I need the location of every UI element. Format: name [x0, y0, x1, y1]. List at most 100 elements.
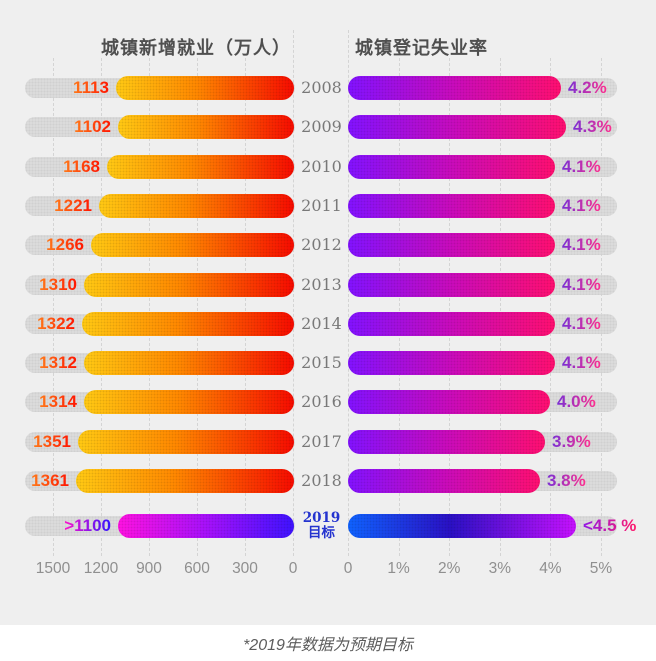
employment-bar: [84, 272, 294, 297]
year-label-line1: 2019: [302, 510, 341, 526]
employment-value: 1351: [33, 431, 71, 451]
left-axis-tick: 1200: [83, 560, 119, 577]
unemployment-track: 4.1%: [348, 272, 617, 297]
unemployment-bar: [348, 351, 555, 376]
gridline-right: [398, 58, 400, 556]
year-label: 2017: [301, 431, 342, 451]
employment-bar: [118, 115, 294, 140]
employment-track: 1314: [25, 390, 295, 415]
chart-area: 城镇新增就业（万人） 城镇登记失业率 1113 2008 4.2% 1102 2009 4…: [0, 0, 656, 625]
unemployment-bar: [348, 115, 566, 140]
unemployment-value: 4.0%: [557, 392, 596, 412]
employment-bar: [84, 351, 294, 376]
gridline-right: [601, 58, 602, 556]
employment-track: 1102: [25, 115, 295, 140]
employment-track: 1221: [25, 193, 295, 218]
left-axis-tick: 900: [136, 560, 162, 577]
unemployment-track: 4.2%: [348, 76, 617, 100]
unemployment-track: 4.1%: [348, 311, 617, 336]
year-label-line2: 目标: [308, 525, 335, 541]
gridline-right: [449, 58, 451, 556]
unemployment-bar: [348, 514, 576, 538]
year-label: 2010: [301, 156, 342, 176]
right-axis-tick: 5%: [589, 560, 613, 577]
left-axis-tick: 300: [232, 560, 258, 577]
unemployment-value: 3.9%: [552, 431, 591, 451]
left-axis-tick: 0: [288, 560, 298, 577]
employment-track: 1168: [25, 154, 295, 179]
gridline-left: [53, 58, 54, 556]
unemployment-bar: [348, 233, 555, 258]
unemployment-track: 4.1%: [348, 233, 617, 258]
unemployment-value: 4.1%: [562, 235, 601, 255]
unemployment-track: 4.1%: [348, 351, 617, 376]
employment-value: 1310: [39, 274, 77, 294]
left-axis-tick: 600: [184, 560, 210, 577]
unemployment-bar: [348, 390, 550, 415]
gridline-left: [245, 58, 246, 556]
employment-value: 1113: [73, 78, 109, 97]
employment-value: 1312: [39, 353, 77, 373]
year-label: 2009: [301, 117, 342, 137]
employment-bar: [91, 233, 294, 258]
unemployment-track: <4.5 %: [348, 514, 636, 538]
gridline-left: [101, 58, 102, 556]
year-label: 2008: [301, 78, 342, 97]
unemployment-bar: [348, 429, 545, 454]
employment-value: 1221: [54, 195, 92, 215]
unemployment-value: 4.2%: [568, 78, 607, 97]
right-axis-tick: 3%: [488, 560, 511, 577]
employment-bar: [118, 514, 294, 538]
unemployment-value: 4.1%: [562, 195, 601, 215]
employment-bar: [99, 193, 294, 218]
employment-value: 1168: [63, 156, 100, 176]
unemployment-bar: [348, 469, 540, 493]
year-label: 2015: [301, 353, 342, 373]
unemployment-bar: [348, 272, 555, 297]
right-axis-tick: 2%: [437, 560, 461, 577]
employment-track: 1351: [25, 429, 295, 454]
employment-track: 1322: [25, 311, 295, 336]
right-axis-tick: 1%: [387, 560, 410, 577]
employment-track: 1361: [25, 469, 295, 493]
employment-bar: [82, 311, 294, 336]
employment-track: 1310: [25, 272, 295, 297]
left-panel-title: 城镇新增就业（万人）: [101, 38, 291, 58]
unemployment-value: 4.1%: [562, 156, 601, 176]
unemployment-bar: [348, 311, 555, 336]
right-axis-tick: 0: [343, 560, 353, 577]
unemployment-track: 4.0%: [348, 390, 617, 415]
gridline-left: [197, 58, 198, 556]
employment-track: >1100: [25, 514, 295, 538]
unemployment-value: 4.1%: [562, 274, 601, 294]
unemployment-value: <4.5 %: [583, 516, 637, 535]
unemployment-value: 3.8%: [547, 471, 586, 490]
unemployment-value: 4.1%: [562, 353, 601, 373]
employment-value: 1314: [39, 392, 77, 412]
year-label: 2018: [301, 471, 342, 490]
employment-value: 1322: [37, 313, 75, 333]
year-label: 2012: [301, 235, 342, 255]
year-label: 2014: [301, 313, 342, 333]
gridline-left: [293, 30, 294, 556]
employment-bar: [84, 390, 294, 415]
gridline-right: [550, 58, 552, 556]
right-panel-title: 城镇登记失业率: [355, 38, 488, 58]
unemployment-track: 4.1%: [348, 193, 617, 218]
year-label-target: 2019 目标: [295, 511, 348, 541]
employment-bar: [78, 429, 294, 454]
year-label: 2013: [301, 274, 342, 294]
employment-bar: [107, 154, 294, 179]
unemployment-value: 4.1%: [562, 313, 601, 333]
unemployment-bar: [348, 76, 561, 100]
employment-value: 1102: [74, 117, 111, 137]
gridline-right: [348, 30, 349, 556]
left-axis-tick: 1500: [35, 560, 71, 577]
unemployment-track: 3.8%: [348, 469, 617, 493]
footnote: *2019年数据为预期目标: [243, 637, 413, 654]
employment-track: 1266: [25, 233, 295, 258]
unemployment-track: 3.9%: [348, 429, 617, 454]
employment-value: >1100: [64, 516, 111, 535]
unemployment-value: 4.3%: [573, 117, 612, 137]
